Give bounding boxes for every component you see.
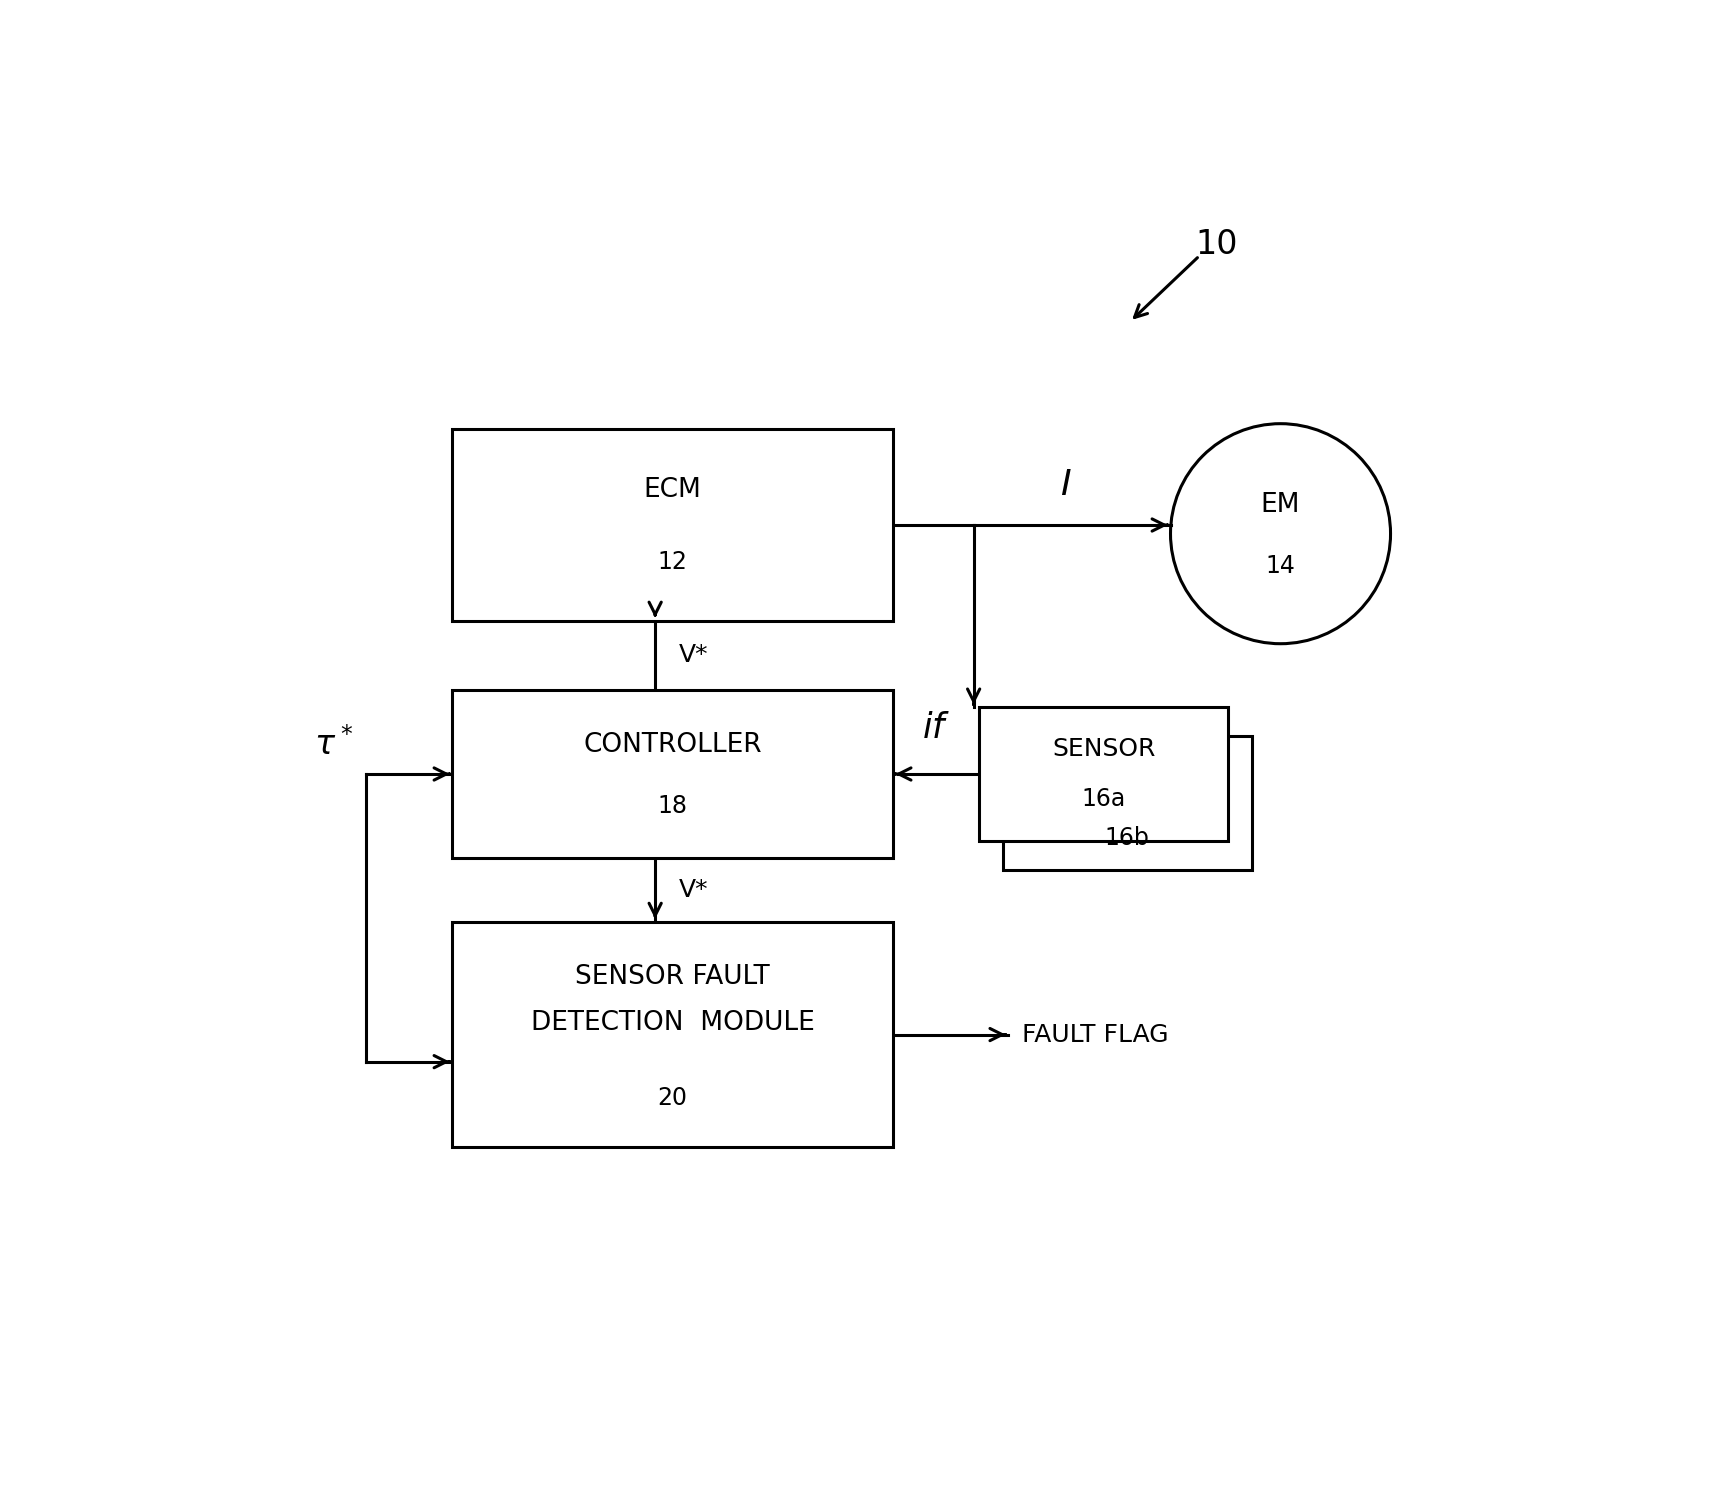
Text: 18: 18 — [658, 794, 688, 818]
Text: 12: 12 — [658, 550, 688, 575]
Text: $if$: $if$ — [921, 711, 951, 744]
Text: ECM: ECM — [643, 477, 701, 504]
FancyBboxPatch shape — [980, 707, 1229, 841]
Text: EM: EM — [1260, 492, 1300, 517]
Text: 20: 20 — [658, 1086, 688, 1110]
FancyBboxPatch shape — [452, 430, 892, 621]
FancyBboxPatch shape — [1002, 737, 1251, 869]
Text: 14: 14 — [1265, 553, 1296, 578]
Text: V*: V* — [679, 878, 708, 902]
Text: 16a: 16a — [1081, 788, 1126, 812]
Text: SENSOR: SENSOR — [1052, 737, 1155, 761]
Text: $\tau^*$: $\tau^*$ — [313, 728, 352, 763]
Text: SENSOR FAULT: SENSOR FAULT — [576, 964, 770, 990]
Text: V*: V* — [679, 644, 708, 668]
Text: 16b: 16b — [1105, 826, 1150, 850]
Text: FAULT FLAG: FAULT FLAG — [1023, 1023, 1169, 1047]
Text: 10: 10 — [1196, 227, 1238, 260]
FancyBboxPatch shape — [452, 922, 892, 1148]
Text: $I$: $I$ — [1061, 468, 1073, 502]
FancyBboxPatch shape — [452, 690, 892, 857]
Text: DETECTION  MODULE: DETECTION MODULE — [531, 1011, 815, 1036]
Text: CONTROLLER: CONTROLLER — [583, 732, 762, 758]
